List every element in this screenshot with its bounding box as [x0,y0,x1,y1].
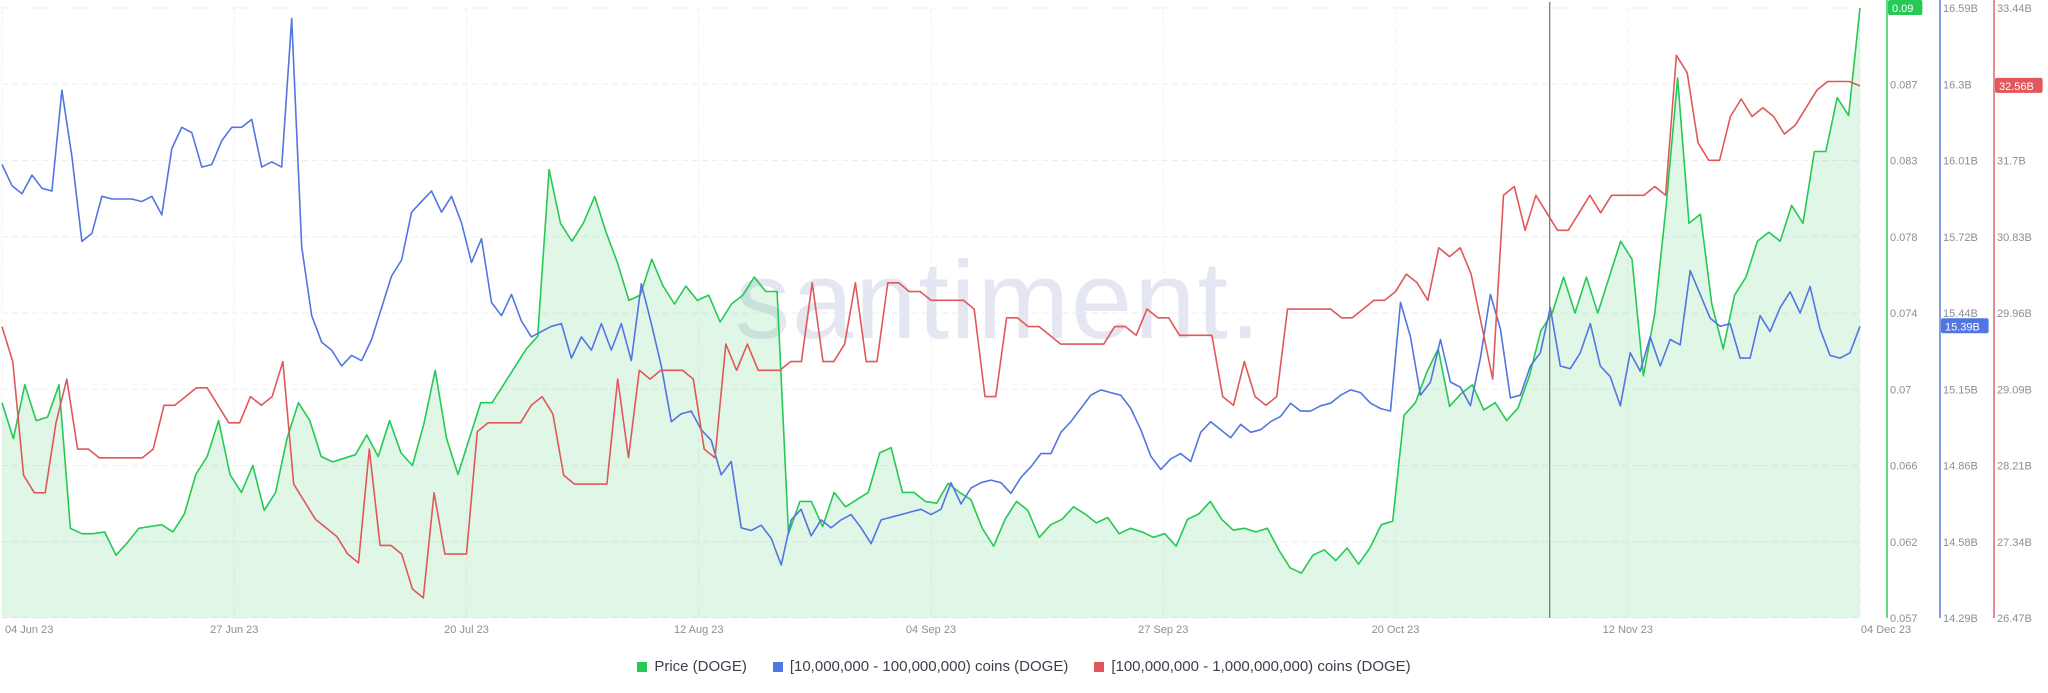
price-tick-label: 0.087 [1890,79,1918,91]
holders_100m_1b-tick-label: 26.47B [1997,613,2032,625]
holders_100m_1b-tick-label: 29.09B [1997,384,2032,396]
x-tick-label: 04 Sep 23 [906,624,956,636]
holders_10m_100m-current-value: 15.39B [1945,321,1980,333]
holders_10m_100m-tick-label: 14.58B [1943,537,1978,549]
price-tick-label: 0.062 [1890,537,1918,549]
legend-label: [10,000,000 - 100,000,000) coins (DOGE) [789,658,1069,675]
price-area [2,8,1860,618]
santiment-watermark: santiment. [735,239,1262,362]
price-current-value: 0.09 [1892,3,1913,15]
holders_100m_1b-tick-label: 33.44B [1997,3,2032,15]
x-axis-ticks: 04 Jun 23 27 Jun 23 20 Jul 23 12 Aug 23 04 S… [5,624,1911,636]
price-tick-label: 0.066 [1890,461,1918,473]
price-tick-label: 0.057 [1890,613,1918,625]
x-tick-label: 20 Oct 23 [1372,624,1420,636]
holders_10m_100m-tick-label: 14.86B [1943,461,1978,473]
x-tick-label: 12 Nov 23 [1603,624,1653,636]
holders_10m_100m-tick-label: 15.72B [1943,232,1978,244]
holders_10m_100m-tick-label: 14.29B [1943,613,1978,625]
legend-label: [100,000,000 - 1,000,000,000) coins (DOG… [1111,658,1411,675]
legend-item[interactable]: Price (DOGE) [637,658,747,675]
legend-swatch-icon [772,661,783,672]
price-current-badge [1888,0,1923,15]
holders_10m_100m-tick-label: 15.15B [1943,384,1978,396]
chart-grid [1,7,1861,619]
x-tick-label: 12 Aug 23 [674,624,724,636]
holders_10m_100m-tick-label: 16.59B [1943,3,1978,15]
holders_100m_1b-tick-label: 29.96B [1997,308,2032,320]
x-tick-label: 04 Dec 23 [1861,624,1911,636]
holders_100m_1b-tick-label: 31.7B [1997,156,2026,168]
legend-label: Price (DOGE) [654,658,747,675]
axes-layer: 0.0910.0870.0830.0780.0740.070.0660.0620… [1886,0,2043,625]
x-tick-label: 04 Jun 23 [5,624,53,636]
x-tick-label: 27 Jun 23 [210,624,258,636]
holders_100m_1b-current-value: 32.56B [1999,81,2034,93]
legend-swatch-icon [637,661,648,672]
legend-swatch-icon [1094,661,1105,672]
holders_10m_100m-tick-label: 15.44B [1943,308,1978,320]
holders_10m_100m-current-badge [1941,318,1989,334]
holders_100m_1b-tick-label: 30.83B [1997,232,2032,244]
holders_100m_1b-tick-label: 27.34B [1997,537,2032,549]
holders_100m_1b-tick-label: 28.21B [1997,461,2032,473]
price-tick-label: 0.074 [1890,308,1918,320]
price-tick-label: 0.083 [1890,156,1918,168]
price-tick-label: 0.07 [1890,384,1911,396]
price-tick-label: 0.078 [1890,232,1918,244]
holders_10m_100m-tick-label: 16.3B [1943,79,1972,91]
holders_10m_100m-tick-label: 16.01B [1943,156,1978,168]
x-tick-label: 20 Jul 23 [444,624,489,636]
chart-legend: Price (DOGE) [10,000,000 - 100,000,000) c… [0,658,2048,675]
holders_100m_1b-current-badge [1995,77,2043,93]
legend-item[interactable]: [100,000,000 - 1,000,000,000) coins (DOG… [1094,658,1411,675]
legend-item[interactable]: [10,000,000 - 100,000,000) coins (DOGE) [772,658,1069,675]
x-tick-label: 27 Sep 23 [1138,624,1188,636]
